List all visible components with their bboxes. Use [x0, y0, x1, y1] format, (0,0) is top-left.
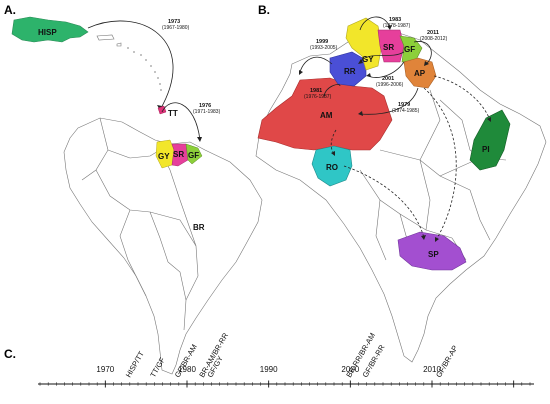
panel-c-label: C. [4, 347, 16, 361]
arrow-ap-pi [433, 75, 491, 121]
arrow-gf-ap [413, 41, 432, 65]
arrow-b6-year: 1979 [398, 102, 410, 108]
arrowhead [358, 111, 363, 116]
arrow-b3-range: (1993-2005) [310, 45, 338, 51]
panel-a-label: A. [4, 3, 16, 17]
arrow-ap-sp [423, 87, 457, 241]
hisp-region [11, 16, 89, 43]
arrow-b6-range: (1974-1985) [392, 108, 420, 114]
timeline-ticks [39, 380, 531, 388]
timeline-tick-label: 2000 [341, 365, 359, 374]
hisp-label: HISP [38, 28, 57, 37]
arrow-a2-range: (1971-1983) [193, 109, 221, 115]
arrow-b2-range: (2008-2012) [420, 36, 448, 42]
timeline-tick-label: 1990 [260, 365, 278, 374]
timeline-tick-label: 2010 [423, 365, 441, 374]
timeline-tick-labels: 1970 1980 1990 2000 2010 [96, 365, 441, 374]
ap-label: AP [414, 69, 426, 78]
gy-label-b: GY [362, 55, 374, 64]
gy-label-a: GY [158, 152, 170, 161]
lesser-antilles-dots [127, 47, 162, 91]
country-borders-a [81, 117, 199, 331]
rr-label: RR [344, 67, 356, 76]
timeline-tick-label: 1970 [96, 365, 114, 374]
arrow-gf-rr [359, 51, 405, 63]
sr-label-b: SR [383, 43, 394, 52]
gf-label-b: GF [404, 45, 415, 54]
arrow-a1-year: 1973 [168, 19, 180, 25]
arrow-rr-am [299, 56, 333, 73]
sp-region [397, 231, 467, 271]
timeline-event-label: GF/BR-AP [434, 344, 460, 379]
arrowhead [358, 59, 363, 64]
arrowhead [197, 137, 202, 142]
arrowhead [435, 237, 439, 242]
tt-label: TT [168, 109, 178, 118]
arrow-b4-year: 2001 [382, 76, 394, 82]
arrow-am-rr [323, 84, 341, 97]
sr-label-a: SR [173, 150, 184, 159]
arrow-b2-year: 2011 [427, 30, 439, 36]
timeline-tick-label: 1980 [178, 365, 196, 374]
arrow-b5-year: 1981 [310, 88, 322, 94]
gf-region-a [185, 143, 203, 165]
arrowhead [424, 61, 429, 66]
puerto-rico-shape [96, 34, 115, 41]
arrowhead [487, 117, 491, 122]
island-shape [116, 42, 122, 47]
gy-region-b [345, 17, 383, 71]
arrow-ro-sp [343, 165, 425, 239]
arrow-b1-year: 1983 [389, 17, 401, 23]
ap-region [403, 57, 437, 89]
pi-region [469, 109, 511, 171]
arrow-b1-range: (1978-1987) [383, 23, 411, 29]
arrowhead [421, 235, 426, 240]
arrowhead [299, 70, 303, 75]
timeline-event-label: HISP/TT [124, 349, 146, 379]
pi-label: PI [482, 145, 490, 154]
gf-label-a: GF [188, 151, 199, 160]
arrow-hisp-tt [87, 20, 174, 111]
sp-label: SP [428, 250, 439, 259]
arrowhead [331, 151, 335, 156]
ro-region [311, 145, 353, 187]
ro-label: RO [326, 163, 338, 172]
brazil-outline-b [255, 29, 547, 363]
arrow-b5-range: (1976-1987) [304, 94, 332, 100]
panel-b-label: B. [258, 3, 270, 17]
am-label: AM [320, 111, 333, 120]
arrow-gy-sr [359, 16, 391, 31]
arrow-tt-gf [161, 102, 201, 141]
arrowhead [387, 25, 392, 30]
arrowhead [366, 73, 371, 77]
arrow-gf-am [359, 87, 419, 115]
rr-region [329, 51, 367, 87]
br-label: BR [193, 223, 205, 232]
arrow-a2-year: 1976 [199, 103, 211, 109]
south-america-outline-a [63, 117, 263, 375]
arrow-b4-range: (1996-2006) [376, 82, 404, 88]
arrow-b3-year: 1999 [316, 39, 328, 45]
arrow-a1-range: (1967-1980) [162, 25, 190, 31]
